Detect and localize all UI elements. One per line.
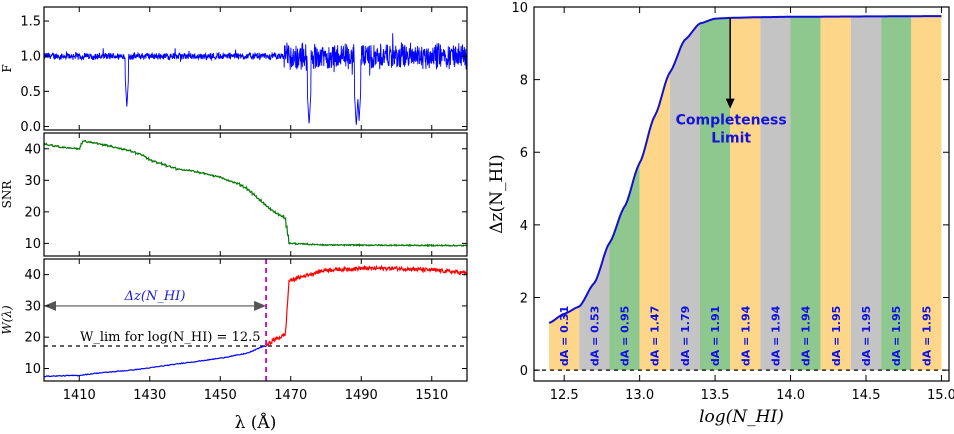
completeness-bin [790,16,821,371]
completeness-arrow-head [725,98,735,109]
w-xtick-label: 1450 [204,388,237,403]
w-ytick-label: 40 [24,268,41,283]
dz-xtick-label: 13.5 [701,388,730,403]
completeness-bin [700,17,731,371]
snr-panel: 10 20 30 40 SNR [0,132,468,257]
dz-ytick-label: 0 [520,364,528,379]
w-ytick-label: 10 [24,362,41,377]
dz-xlabel: log(N_HI) [699,407,784,427]
bin-da-label: dA = 1.47 [649,306,662,366]
completeness-label-line2: Limit [711,131,751,147]
lambda-xlabel: λ (Å) [235,412,277,433]
flux-ytick-label: 0.0 [20,120,41,135]
bin-da-label: dA = 1.79 [679,306,692,366]
snr-ytick-label: 20 [24,205,41,220]
bin-da-label: dA = 1.95 [860,306,873,366]
w-frame [43,258,468,382]
completeness-bin [609,163,640,371]
w-xtick-label: 1510 [415,388,448,403]
dz-frame [533,6,950,382]
bin-da-label: dA = 1.91 [709,306,722,366]
dz-ytick-label: 6 [520,146,528,161]
bin-da-label: dA = 1.94 [800,305,813,366]
dz-xtick-label: 15.0 [927,388,954,403]
dz-ylabel: Δz(N_HI) [487,154,507,233]
w-red-series-line [265,264,468,348]
dz-ytick-label: 2 [520,291,528,306]
completeness-bin [669,23,700,371]
wlim-label: W_lim for log(N_HI) = 12.5 [80,330,261,345]
flux-ytick-label: 1.5 [20,15,41,30]
completeness-bin [639,72,670,371]
w-xtick-label: 1410 [63,388,96,403]
bin-da-label: dA = 0.53 [588,306,601,366]
w-blue-series-line [43,345,267,378]
completeness-label-line1: Completeness [676,113,787,129]
bin-da-label: dA = 1.95 [890,306,903,366]
w-ytick-label: 30 [24,299,41,314]
dz-arrow-head-left [44,300,56,311]
dz-arrow-label: Δz(N_HI) [124,289,186,304]
dz-xtick-label: 14.5 [852,388,881,403]
completeness-bin [760,16,791,371]
dz-xtick-label: 14.0 [776,388,805,403]
completeness-curve [548,15,942,324]
completeness-bin [820,16,851,371]
completeness-bin [911,16,942,371]
bin-da-label: dA = 0.31 [558,306,571,366]
flux-frame [43,6,468,131]
dz-xtick-label: 12.5 [550,388,579,403]
dz-ytick-label: 10 [511,1,528,16]
w-ytick-label: 20 [24,331,41,346]
w-ylabel: W(λ) [0,305,14,335]
completeness-bin [730,17,761,371]
w-xtick-label: 1470 [274,388,307,403]
snr-ytick-label: 40 [24,142,41,157]
dz-ytick-label: 8 [520,74,528,89]
snr-ytick-label: 30 [24,174,41,189]
completeness-bin [579,243,610,371]
bin-da-label: dA = 1.94 [739,305,752,366]
snr-line [43,139,468,248]
w-xtick-label: 1430 [133,388,166,403]
bin-da-label: dA = 1.94 [769,305,782,366]
completeness-bin [881,16,912,371]
completeness-bin [850,16,882,371]
completeness-panel: dA = 0.31 dA = 0.53 dA = 0.95 dA = 1.47 dA =… [487,1,954,427]
completeness-bin [549,306,580,371]
flux-ytick-label: 1.0 [20,50,41,65]
dz-ytick-label: 4 [520,219,528,234]
dz-arrow-head-right [254,300,267,311]
flux-ytick-label: 0.5 [20,85,41,100]
flux-ylabel: F [0,64,14,72]
bin-da-label: dA = 1.95 [920,306,933,366]
snr-ylabel: SNR [0,180,14,209]
snr-ytick-label: 10 [24,237,41,252]
bin-da-label: dA = 0.95 [619,306,632,366]
bin-da-label: dA = 1.95 [830,306,843,366]
equivalent-width-panel: Δz(N_HI) W_lim for log(N_HI) = 12.5 10 20 30… [0,258,468,433]
dz-xtick-label: 13.0 [625,388,654,403]
snr-frame [43,132,468,257]
w-xtick-label: 1490 [345,388,378,403]
flux-panel: 0.0 0.5 1.0 1.5 F [0,6,468,135]
flux-spectrum-line [43,33,468,125]
